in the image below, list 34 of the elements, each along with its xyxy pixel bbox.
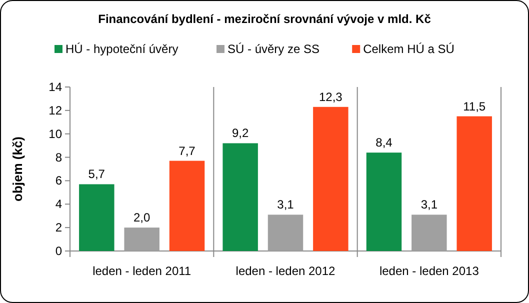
y-tick-label: 2 [55, 220, 62, 235]
bar [222, 143, 258, 251]
y-tick-label: 10 [48, 126, 62, 141]
x-tick-label: leden - leden 2011 [92, 264, 192, 278]
x-tick-label: leden - leden 2012 [236, 264, 336, 278]
bar [412, 214, 447, 251]
y-tick-label: 4 [55, 197, 62, 212]
legend-label: SÚ - úvěry ze SS [228, 42, 320, 56]
data-label: 9,2 [232, 126, 249, 140]
data-label: 11,5 [463, 99, 486, 114]
bar [456, 116, 492, 251]
y-axis-title: objem (kč) [10, 136, 25, 202]
bar [79, 184, 114, 251]
y-tick-label: 14 [48, 80, 62, 94]
data-label: 3,1 [420, 198, 438, 212]
y-tick-label: 6 [55, 174, 62, 188]
bar [366, 152, 402, 251]
data-label: 3,1 [277, 198, 294, 212]
data-label: 5,7 [88, 167, 106, 182]
y-tick-label: 8 [55, 150, 62, 164]
x-tick-label: leden - leden 2013 [379, 264, 480, 278]
data-label: 12,3 [319, 90, 343, 104]
legend-label: HÚ - hypoteční úvěry [66, 42, 178, 56]
bar [124, 228, 160, 251]
data-label: 7,7 [178, 144, 196, 158]
bar [313, 106, 348, 251]
data-label: 2,0 [133, 210, 150, 225]
y-tick-label: 12 [48, 103, 62, 118]
chart-title: Financování bydlení - meziroční srovnání vývoje v mld. Kč [98, 12, 432, 26]
bar [268, 214, 304, 251]
y-tick-label: 0 [55, 244, 62, 258]
legend-label: Celkem HÚ a SÚ [363, 42, 454, 56]
bar [169, 160, 205, 251]
data-label: 8,4 [376, 136, 393, 150]
